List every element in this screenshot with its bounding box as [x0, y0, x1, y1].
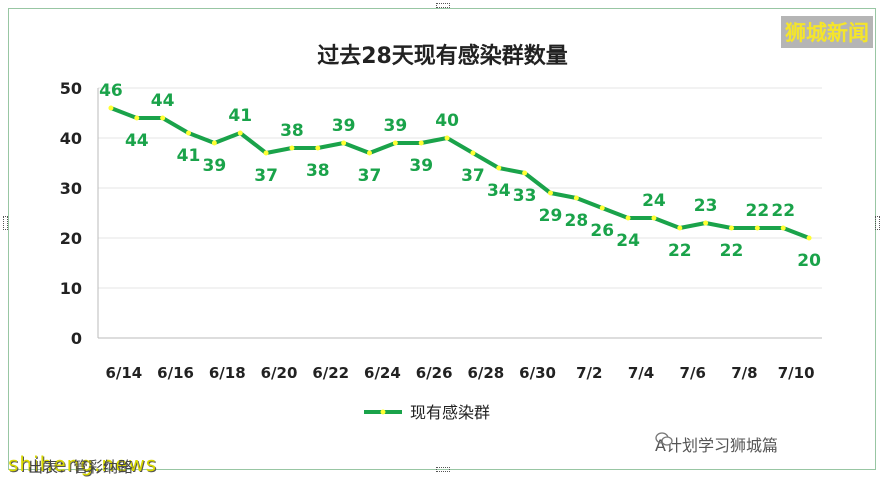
data-point [625, 215, 631, 221]
data-point [754, 225, 760, 231]
x-tick-label: 6/14 [105, 364, 142, 382]
top-resize-handle[interactable] [436, 3, 450, 8]
data-point [496, 165, 502, 171]
wechat-label: A计划学习狮城篇 [655, 436, 778, 455]
data-point [444, 135, 450, 141]
y-tick-label: 0 [71, 329, 82, 348]
data-label: 29 [539, 206, 563, 226]
data-label: 39 [332, 116, 356, 136]
x-tick-label: 7/4 [628, 364, 654, 382]
data-point [522, 170, 528, 176]
data-label: 22 [771, 201, 795, 221]
x-tick-label: 6/28 [467, 364, 504, 382]
x-tick-label: 6/22 [312, 364, 349, 382]
data-point [418, 140, 424, 146]
x-tick-label: 7/8 [731, 364, 757, 382]
data-label: 40 [435, 111, 459, 131]
data-point [470, 150, 476, 156]
brand-watermark: 狮城新闻 [781, 16, 873, 48]
data-point [573, 195, 579, 201]
x-tick-label: 6/24 [364, 364, 401, 382]
y-tick-label: 50 [60, 79, 82, 98]
data-point [211, 140, 217, 146]
y-tick-label: 40 [60, 129, 82, 148]
data-point [392, 140, 398, 146]
data-label: 26 [590, 221, 614, 241]
data-point [237, 130, 243, 136]
x-tick-label: 6/16 [157, 364, 194, 382]
data-point [341, 140, 347, 146]
data-label: 46 [99, 81, 123, 101]
data-label: 34 [487, 181, 511, 201]
chart-frame [8, 8, 876, 470]
data-label: 28 [565, 211, 589, 231]
data-label: 39 [384, 116, 408, 136]
data-point [729, 225, 734, 231]
data-label: 39 [203, 156, 227, 176]
x-tick-label: 6/26 [416, 364, 453, 382]
legend-marker [380, 409, 386, 415]
legend-label: 现有感染群 [410, 403, 490, 422]
data-label: 24 [616, 231, 640, 251]
wechat-credit: A计划学习狮城篇 [655, 432, 778, 456]
data-point [780, 225, 786, 231]
source-label: 出表：管彩纳路 [28, 458, 134, 476]
right-resize-handle[interactable] [875, 216, 880, 230]
x-tick-label: 7/6 [680, 364, 706, 382]
y-tick-label: 10 [60, 279, 82, 298]
data-point [186, 130, 191, 136]
x-tick-label: 6/18 [209, 364, 246, 382]
data-point [703, 220, 709, 226]
data-point [599, 205, 605, 211]
y-tick-label: 30 [60, 179, 82, 198]
data-label: 22 [746, 201, 770, 221]
data-point [263, 150, 269, 156]
data-label: 23 [694, 196, 718, 216]
data-point [134, 115, 140, 121]
data-point [806, 235, 812, 241]
data-label: 41 [177, 146, 201, 166]
data-label: 37 [461, 166, 485, 186]
x-tick-label: 7/10 [778, 364, 815, 382]
data-label: 33 [513, 186, 537, 206]
data-label: 38 [306, 161, 330, 181]
data-point [160, 115, 166, 121]
data-label: 22 [668, 241, 692, 261]
x-tick-label: 6/30 [519, 364, 556, 382]
bottom-resize-handle[interactable] [436, 467, 450, 472]
x-tick-label: 7/2 [576, 364, 602, 382]
data-point [367, 150, 372, 156]
data-label: 22 [720, 241, 744, 261]
chart-title: 过去28天现有感染群数量 [317, 44, 568, 69]
x-tick-label: 6/20 [261, 364, 298, 382]
data-point [651, 215, 657, 221]
y-tick-label: 20 [60, 229, 82, 248]
data-label: 44 [151, 91, 175, 111]
data-point [108, 105, 114, 111]
left-resize-handle[interactable] [3, 216, 8, 230]
site-watermark: shiheng.news [8, 452, 158, 476]
series-line [110, 106, 810, 240]
data-label: 20 [797, 251, 821, 271]
data-label: 44 [125, 131, 149, 151]
data-label: 41 [228, 106, 252, 126]
data-label: 37 [358, 166, 382, 186]
data-label: 38 [280, 121, 304, 141]
data-point [677, 225, 683, 231]
data-point [548, 190, 553, 196]
data-point [315, 145, 321, 151]
wechat-icon [655, 432, 673, 446]
data-label: 39 [409, 156, 433, 176]
data-label: 37 [254, 166, 278, 186]
data-label: 24 [642, 191, 666, 211]
data-point [289, 145, 295, 151]
